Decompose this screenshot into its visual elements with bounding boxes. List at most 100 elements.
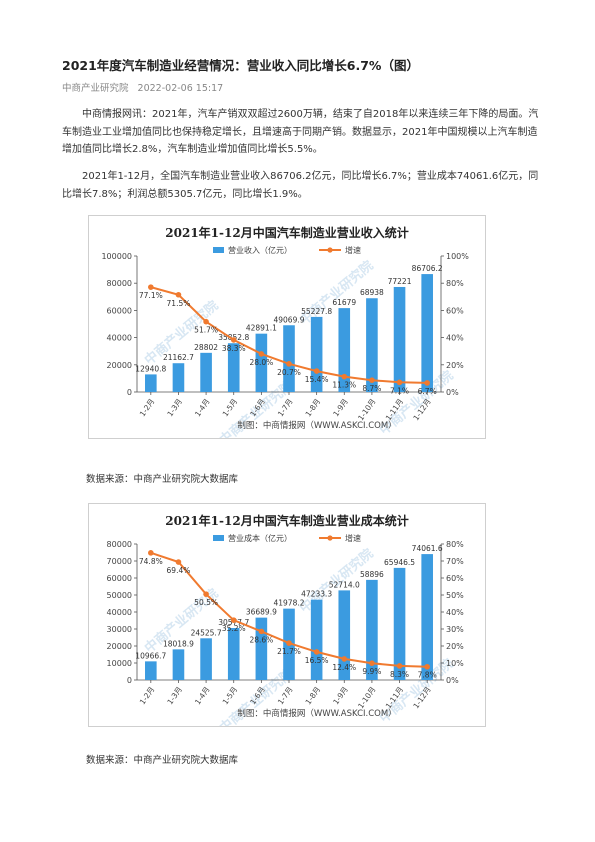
bar bbox=[200, 638, 212, 680]
bar-value-label: 18018.9 bbox=[163, 639, 194, 648]
growth-point bbox=[286, 361, 292, 367]
article-meta: 中商产业研究院 2022-02-06 15:17 bbox=[62, 80, 229, 94]
growth-point bbox=[369, 660, 375, 666]
right-axis-tick-label: 0% bbox=[446, 388, 459, 397]
bar bbox=[393, 567, 406, 680]
bar bbox=[172, 363, 185, 392]
bar-value-label: 42891.1 bbox=[246, 324, 277, 333]
growth-value-label: 7.8% bbox=[418, 671, 437, 680]
growth-value-label: 8.7% bbox=[362, 384, 381, 393]
growth-value-label: 74.8% bbox=[139, 557, 163, 566]
x-axis-tick-label: 1-8月 bbox=[304, 685, 323, 706]
chart-title: 2021年1-12月中国汽车制造业营业成本统计 bbox=[165, 513, 408, 528]
data-source-note-2: 数据来源：中商产业研究院大数据库 bbox=[86, 755, 239, 766]
x-axis-tick-label: 1-3月 bbox=[165, 685, 184, 706]
bar-value-label: 47233.3 bbox=[301, 590, 332, 599]
legend-bar-swatch bbox=[213, 535, 224, 541]
growth-point bbox=[175, 559, 182, 565]
legend-line-marker bbox=[327, 247, 333, 253]
growth-value-label: 16.5% bbox=[305, 656, 329, 665]
left-axis-tick-label: 60000 bbox=[107, 574, 132, 583]
growth-value-label: 6.7% bbox=[418, 387, 437, 396]
left-axis-tick-label: 60000 bbox=[107, 306, 132, 315]
bar-value-label: 49069.9 bbox=[273, 315, 304, 324]
bar bbox=[200, 352, 212, 392]
growth-point bbox=[341, 373, 348, 380]
left-axis-tick-label: 30000 bbox=[107, 625, 132, 634]
left-axis-tick-label: 80000 bbox=[107, 540, 132, 549]
bar-value-label: 68938 bbox=[360, 288, 384, 297]
left-axis-tick-label: 20000 bbox=[107, 361, 132, 370]
article-source[interactable]: 中商产业研究院 bbox=[62, 83, 129, 94]
x-axis-tick-label: 1-9月 bbox=[331, 397, 350, 418]
bar bbox=[283, 325, 295, 392]
left-axis-tick-label: 0 bbox=[127, 388, 132, 397]
growth-point bbox=[148, 550, 154, 556]
bar-value-label: 28802 bbox=[194, 343, 218, 352]
bar-value-label: 74061.6 bbox=[412, 544, 443, 553]
left-axis-tick-label: 100000 bbox=[101, 252, 132, 261]
bar-value-label: 41978.2 bbox=[273, 599, 304, 608]
x-axis-tick-label: 1-3月 bbox=[165, 397, 184, 418]
growth-value-label: 8.3% bbox=[390, 670, 409, 679]
bar-value-label: 12940.8 bbox=[135, 364, 166, 373]
bar bbox=[227, 343, 240, 392]
right-axis-tick-label: 80% bbox=[446, 540, 464, 549]
right-axis-tick-label: 60% bbox=[446, 306, 464, 315]
growth-point bbox=[424, 663, 430, 670]
x-axis-tick-label: 1-10月 bbox=[356, 397, 377, 422]
chart-maker-note: 制图：中商情报网（WWW.ASKCI.COM） bbox=[237, 708, 396, 719]
article-paragraph-1: 中商情报网讯：2021年，汽车产销双双超过2600万辆，结束了自2018年以来连… bbox=[62, 109, 539, 155]
growth-value-label: 71.5% bbox=[167, 299, 191, 308]
bar bbox=[255, 617, 268, 680]
bar bbox=[366, 298, 378, 392]
growth-point bbox=[396, 379, 403, 386]
growth-value-label: 12.4% bbox=[332, 663, 356, 672]
left-axis-tick-label: 20000 bbox=[107, 642, 132, 651]
chart-title: 2021年1-12月中国汽车制造业营业收入统计 bbox=[165, 225, 408, 240]
growth-value-label: 38.3% bbox=[222, 344, 246, 353]
growth-point bbox=[424, 380, 430, 386]
growth-value-label: 51.7% bbox=[194, 326, 218, 335]
x-axis-tick-label: 1-5月 bbox=[221, 685, 240, 706]
bar-value-label: 86706.2 bbox=[412, 264, 443, 273]
revenue-chart-svg: 中商产业研究院中商产业研究院中商产业研究院中商产业研究院2021年1-12月中国… bbox=[101, 225, 469, 438]
legend-bar-swatch bbox=[213, 247, 224, 253]
revenue-chart: 中商产业研究院 中商产业研究院 中商产业研究院 中商产业研究院 2021年1-12月中国… bbox=[88, 215, 486, 439]
growth-point bbox=[396, 663, 403, 669]
legend-line-label: 增速 bbox=[345, 245, 361, 255]
bar bbox=[145, 374, 157, 392]
bar bbox=[393, 286, 406, 392]
bar-value-label: 36689.9 bbox=[246, 608, 277, 617]
bar-value-label: 58896 bbox=[360, 570, 384, 579]
right-axis-tick-label: 40% bbox=[446, 608, 464, 617]
bar bbox=[145, 661, 157, 680]
left-axis-tick-label: 40000 bbox=[107, 608, 132, 617]
right-axis-tick-label: 80% bbox=[446, 279, 464, 288]
cost-chart-svg: 中商产业研究院中商产业研究院中商产业研究院中商产业研究院2021年1-12月中国… bbox=[107, 513, 465, 726]
growth-point bbox=[175, 291, 182, 298]
bar bbox=[310, 316, 323, 392]
bar bbox=[421, 274, 433, 392]
right-axis-tick-label: 20% bbox=[446, 642, 464, 651]
legend-line-marker bbox=[327, 535, 333, 541]
bar bbox=[338, 590, 351, 680]
right-axis-tick-label: 60% bbox=[446, 574, 464, 583]
x-axis-tick-label: 1-2月 bbox=[138, 685, 157, 706]
bar-value-label: 61679 bbox=[332, 298, 356, 307]
growth-point bbox=[203, 318, 209, 325]
growth-point bbox=[258, 351, 265, 357]
left-axis-tick-label: 80000 bbox=[107, 279, 132, 288]
growth-value-label: 28.0% bbox=[249, 358, 273, 367]
x-axis-tick-label: 1-2月 bbox=[138, 397, 157, 418]
right-axis-tick-label: 20% bbox=[446, 361, 464, 370]
legend-line-label: 增速 bbox=[345, 533, 361, 543]
bar-value-label: 21162.7 bbox=[163, 353, 194, 362]
legend-bar-label: 营业成本（亿元） bbox=[228, 533, 292, 543]
x-axis-tick-label: 1-4月 bbox=[193, 397, 212, 418]
legend-bar-label: 营业收入（亿元） bbox=[228, 245, 292, 255]
right-axis-tick-label: 70% bbox=[446, 557, 464, 566]
growth-point bbox=[203, 591, 209, 597]
bar bbox=[338, 308, 351, 392]
right-axis-tick-label: 40% bbox=[446, 334, 464, 343]
